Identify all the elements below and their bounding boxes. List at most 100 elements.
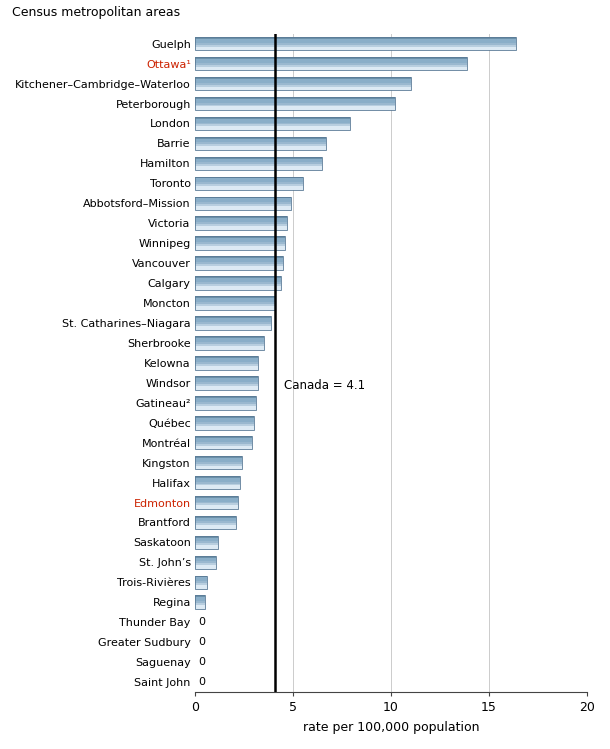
Bar xyxy=(195,262,283,264)
Bar xyxy=(195,398,256,400)
Bar xyxy=(195,124,350,127)
Bar xyxy=(195,442,252,443)
Bar xyxy=(195,184,303,187)
Bar xyxy=(195,322,271,324)
Bar xyxy=(195,142,326,145)
Bar xyxy=(195,164,322,166)
Bar xyxy=(195,497,238,500)
Bar xyxy=(195,182,303,184)
Bar xyxy=(195,484,240,485)
Bar xyxy=(195,356,257,358)
Bar xyxy=(195,478,240,479)
Bar xyxy=(195,500,238,502)
Bar xyxy=(195,461,242,464)
Bar xyxy=(195,100,395,103)
Bar xyxy=(195,256,283,258)
Bar xyxy=(195,246,285,248)
Bar xyxy=(195,518,236,520)
Bar xyxy=(195,238,285,240)
Bar xyxy=(195,68,467,70)
Bar xyxy=(195,420,254,422)
Bar xyxy=(195,503,238,506)
Bar xyxy=(195,99,395,100)
Bar xyxy=(195,302,275,304)
Bar xyxy=(195,284,281,286)
Bar xyxy=(195,447,252,449)
Bar xyxy=(195,565,217,567)
Bar xyxy=(195,562,217,563)
Bar xyxy=(195,37,517,50)
Bar xyxy=(195,128,350,130)
Bar xyxy=(195,97,395,99)
Bar xyxy=(195,278,281,280)
Bar xyxy=(195,136,326,151)
Bar xyxy=(195,560,217,562)
Bar xyxy=(195,557,217,560)
Bar xyxy=(195,258,283,260)
Bar xyxy=(195,276,281,278)
Bar xyxy=(195,237,285,238)
Bar xyxy=(195,276,281,290)
Bar xyxy=(195,482,240,484)
Bar xyxy=(195,196,291,198)
Bar xyxy=(195,539,218,542)
Bar xyxy=(195,178,303,181)
Bar xyxy=(195,598,205,599)
Bar xyxy=(195,460,242,461)
Bar xyxy=(195,328,271,330)
Bar xyxy=(195,603,205,605)
Bar xyxy=(195,396,256,410)
Bar xyxy=(195,97,395,110)
Bar xyxy=(195,106,395,109)
Bar xyxy=(195,187,303,188)
Bar xyxy=(195,298,275,300)
Bar xyxy=(195,146,326,148)
Bar xyxy=(195,103,395,105)
Bar xyxy=(195,117,350,130)
Bar xyxy=(195,228,287,230)
Bar xyxy=(195,88,411,91)
Bar xyxy=(195,440,252,442)
Bar xyxy=(195,121,350,123)
Bar xyxy=(195,364,257,366)
Bar xyxy=(195,157,322,170)
Bar xyxy=(195,266,283,268)
Bar xyxy=(195,37,517,39)
Bar xyxy=(195,61,467,63)
Bar xyxy=(195,520,236,521)
Bar xyxy=(195,543,218,545)
Bar xyxy=(195,159,322,160)
Bar xyxy=(195,226,287,228)
Text: Canada = 4.1: Canada = 4.1 xyxy=(284,379,365,392)
Bar xyxy=(195,383,257,386)
Bar xyxy=(195,177,303,190)
Bar xyxy=(195,208,291,210)
Bar xyxy=(195,366,257,368)
Bar xyxy=(195,286,281,288)
Bar xyxy=(195,326,271,328)
Bar xyxy=(195,282,281,284)
Bar xyxy=(195,599,205,601)
Bar xyxy=(195,127,350,128)
Bar xyxy=(195,443,252,446)
Bar xyxy=(195,527,236,530)
Bar xyxy=(195,496,238,509)
Bar xyxy=(195,188,303,190)
Bar xyxy=(195,304,275,306)
Bar xyxy=(195,169,322,170)
Bar xyxy=(195,316,271,318)
Text: Census metropolitan areas: Census metropolitan areas xyxy=(12,6,181,19)
Bar xyxy=(195,378,257,380)
Bar xyxy=(195,376,257,378)
Bar xyxy=(195,362,257,364)
Bar xyxy=(195,479,240,482)
Bar xyxy=(195,536,218,549)
Bar xyxy=(195,601,205,603)
Bar xyxy=(195,163,322,164)
Bar xyxy=(195,64,467,67)
Bar xyxy=(195,524,236,525)
Bar xyxy=(195,567,217,569)
Bar xyxy=(195,240,285,242)
Bar xyxy=(195,67,467,68)
Bar xyxy=(195,220,287,222)
